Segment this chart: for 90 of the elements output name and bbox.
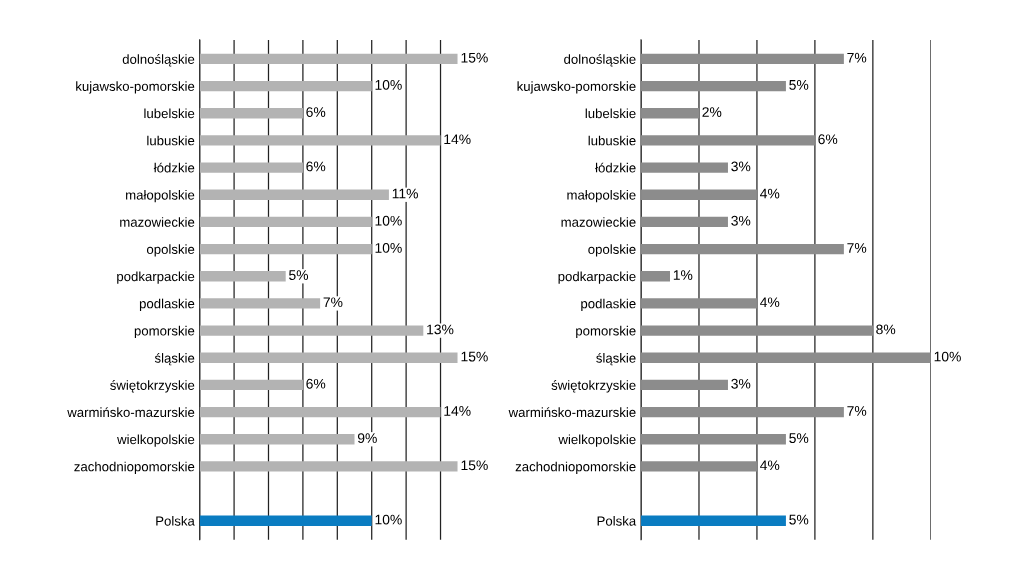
- data-label: 5%: [789, 80, 809, 90]
- data-label: 8%: [876, 324, 896, 335]
- y-tick-label: kujawsko-pomorskie: [517, 81, 636, 94]
- data-label: 14%: [444, 134, 471, 145]
- data-label: 10%: [375, 514, 402, 525]
- bar: [641, 515, 786, 526]
- y-tick-label: mazowieckie: [561, 217, 636, 227]
- y-tick-label: Polska: [597, 515, 637, 526]
- y-tick-label: łódzkie: [595, 162, 636, 173]
- y-tick-label: lubuskie: [588, 135, 636, 146]
- data-label: 15%: [461, 52, 488, 63]
- data-label: 6%: [818, 134, 838, 145]
- data-label: 6%: [306, 378, 326, 389]
- y-tick-label: świętokrzyskie: [551, 380, 636, 393]
- bar: [199, 515, 372, 526]
- data-label: 11%: [392, 188, 418, 199]
- y-tick-label: łódzkie: [153, 162, 195, 173]
- data-label: 3%: [731, 161, 751, 172]
- data-label: 1%: [673, 270, 693, 280]
- data-label: 7%: [847, 243, 867, 253]
- data-label: 15%: [461, 460, 488, 471]
- data-label: 2%: [702, 107, 722, 117]
- y-tick-label: świętokrzyskie: [110, 380, 195, 393]
- bar: [641, 379, 728, 391]
- bar: [199, 352, 458, 363]
- data-label: 9%: [357, 433, 377, 443]
- bar: [199, 135, 441, 146]
- bar: [199, 434, 355, 445]
- data-label: 13%: [427, 324, 454, 335]
- y-tick-label: warmińsko-mazurskie: [67, 407, 195, 418]
- y-tick-label: opolskie: [146, 244, 195, 257]
- y-tick-label: lubuskie: [147, 135, 195, 146]
- data-label: 6%: [306, 161, 326, 172]
- bar: [199, 162, 303, 173]
- y-tick-label: dolnośląskie: [122, 54, 195, 67]
- data-label: 5%: [789, 514, 809, 525]
- y-tick-label: wielkopolskie: [558, 434, 636, 447]
- bar: [199, 189, 389, 200]
- y-tick-label: małopolskie: [567, 189, 636, 203]
- data-label: 7%: [323, 297, 343, 308]
- data-label: 5%: [789, 433, 809, 443]
- bar: [641, 108, 699, 119]
- y-tick-label: lubelskie: [144, 108, 195, 119]
- y-tick-label: podkarpackie: [117, 271, 195, 284]
- y-tick-label: pomorskie: [134, 325, 195, 339]
- data-label: 10%: [934, 351, 961, 362]
- y-tick-label: zachodniopomorskie: [74, 461, 195, 474]
- bar: [641, 135, 815, 146]
- data-label: 3%: [731, 215, 751, 226]
- y-tick-label: zachodniopomorskie: [515, 461, 636, 474]
- bar: [641, 325, 873, 336]
- bar: [199, 298, 321, 309]
- data-label: 4%: [760, 460, 780, 471]
- y-tick-label: pomorskie: [576, 325, 636, 339]
- bar: [199, 325, 424, 336]
- y-tick-label: wielkopolskie: [117, 434, 195, 447]
- y-tick-label: opolskie: [588, 244, 636, 257]
- y-tick-label: Polska: [156, 515, 195, 526]
- data-label: 7%: [847, 52, 867, 63]
- data-label: 10%: [375, 215, 402, 226]
- y-tick-label: dolnośląskie: [564, 54, 636, 67]
- bar: [641, 298, 757, 309]
- y-tick-label: małopolskie: [126, 189, 195, 203]
- bar: [641, 162, 728, 173]
- y-tick-label: podlaskie: [581, 298, 636, 311]
- y-tick-label: podlaskie: [139, 298, 195, 311]
- bar: [199, 461, 458, 472]
- bar: [641, 216, 728, 228]
- y-tick-label: podkarpackie: [558, 271, 636, 284]
- y-tick-label: śląskie: [154, 352, 195, 366]
- bar: [641, 189, 757, 200]
- data-label: 14%: [444, 406, 471, 416]
- y-tick-label: śląskie: [596, 352, 636, 366]
- data-label: 3%: [731, 378, 751, 389]
- bar: [641, 461, 757, 472]
- data-label: 10%: [375, 79, 402, 90]
- data-label: 15%: [461, 351, 488, 362]
- y-tick-label: mazowieckie: [120, 217, 195, 227]
- bar: [199, 271, 286, 282]
- y-tick-label: kujawsko-pomorskie: [76, 81, 195, 94]
- y-tick-label: lubelskie: [585, 108, 636, 119]
- data-label: 10%: [375, 242, 402, 253]
- bar: [641, 352, 931, 363]
- bar: [641, 271, 670, 282]
- data-label: 4%: [760, 188, 780, 199]
- data-label: 6%: [306, 107, 326, 117]
- data-label: 5%: [289, 270, 309, 280]
- y-tick-label: warmińsko-mazurskie: [508, 407, 636, 418]
- data-label: 4%: [760, 297, 780, 308]
- data-label: 7%: [847, 406, 867, 416]
